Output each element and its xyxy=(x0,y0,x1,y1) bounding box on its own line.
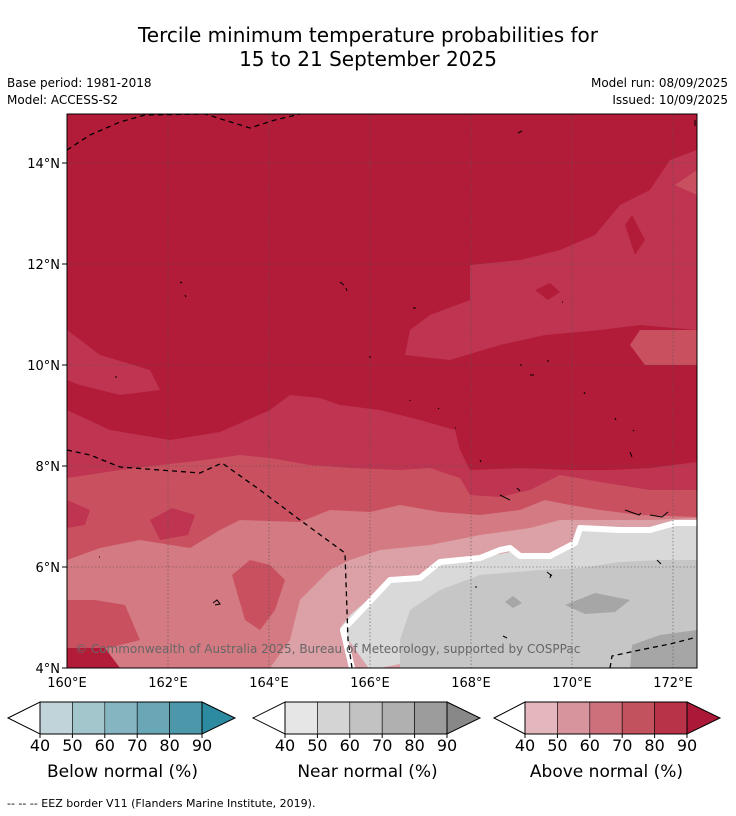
colorbar-segment xyxy=(39,701,73,735)
below-normal-caption: Below normal (%) xyxy=(47,762,198,782)
colorbar-tick-label: 80 xyxy=(159,736,179,755)
colorbar-extend-high xyxy=(686,701,722,735)
map-credit: © Commonwealth of Australia 2025, Bureau… xyxy=(75,642,580,656)
colorbar-tick-label: 60 xyxy=(95,736,115,755)
colorbar-tick-label: 50 xyxy=(62,736,82,755)
fill-above-90-corner xyxy=(67,648,120,668)
colorbar-outline xyxy=(284,701,448,735)
colorbar-segment xyxy=(621,701,655,735)
fill-near-60 xyxy=(400,560,697,668)
colorbar-segment xyxy=(557,701,591,735)
fill-above-80-west xyxy=(67,330,160,395)
lon-label: 164°E xyxy=(249,676,289,691)
fill-above-70-east xyxy=(675,170,697,195)
map-title-line1: Tercile minimum temperature probabilitie… xyxy=(137,23,599,47)
eez-footnote: -- -- -- EEZ border V11 (Flanders Marine… xyxy=(7,797,316,810)
colorbar-segment xyxy=(136,701,170,735)
fill-above-90-island xyxy=(625,215,645,255)
lat-axis-labels: 14°N 12°N 10°N 8°N 6°N 4°N xyxy=(27,157,60,677)
lon-axis-labels: 160°E 162°E 164°E 166°E 168°E 170°E 172°… xyxy=(47,676,693,691)
colorbar-tick-label: 40 xyxy=(275,736,295,755)
colorbar-segment xyxy=(654,701,688,735)
lon-label: 160°E xyxy=(47,676,87,691)
colorbar-tick-label: 50 xyxy=(547,736,567,755)
colorbar-extend-low xyxy=(492,701,526,735)
fill-above-70-center xyxy=(232,560,285,630)
lon-label: 162°E xyxy=(148,676,188,691)
lat-label: 4°N xyxy=(36,662,61,677)
colorbar-tick-label: 60 xyxy=(340,736,360,755)
colorbar-tick-label: 80 xyxy=(404,736,424,755)
colorbar-tick-label: 70 xyxy=(372,736,392,755)
near-normal-white-edge xyxy=(340,520,697,668)
colorbar-segment xyxy=(381,701,415,735)
lon-label: 168°E xyxy=(451,676,491,691)
colorbar-segment xyxy=(284,701,318,735)
fill-above-70-nw xyxy=(630,330,697,365)
colorbar-outline xyxy=(524,701,688,735)
colorbar-extend-low xyxy=(251,701,286,735)
colorbar-tick-label: 60 xyxy=(580,736,600,755)
colorbar-tick-label: 50 xyxy=(307,736,327,755)
fill-near-70-b xyxy=(630,630,697,668)
fill-above-80-east xyxy=(405,150,697,360)
lat-label: 12°N xyxy=(27,258,60,273)
fill-above-60-pocket xyxy=(150,572,232,610)
colorbar-segment xyxy=(349,701,383,735)
near-normal-caption: Near normal (%) xyxy=(297,762,438,782)
base-period: Base period: 1981-2018 xyxy=(7,76,152,90)
colorbar-extend-high xyxy=(201,701,237,735)
islands xyxy=(99,120,696,639)
fill-near-70-a xyxy=(565,593,630,614)
gridlines xyxy=(67,114,697,668)
colorbar-segment xyxy=(169,701,203,735)
fill-above-70-left xyxy=(67,600,140,650)
lat-label: 14°N xyxy=(27,157,60,172)
lon-label: 170°E xyxy=(552,676,592,691)
fill-above-80-blob xyxy=(150,508,195,540)
colorbar-tick-label: 40 xyxy=(30,736,50,755)
eez-border xyxy=(67,114,697,668)
colorbars: 40 50 60 70 80 90 40 50 60 70 80 90 40 50 60 70 80 90 xyxy=(6,701,722,755)
colorbar-tick-label: 70 xyxy=(612,736,632,755)
colorbar-segment xyxy=(414,701,448,735)
lat-label: 8°N xyxy=(36,460,61,475)
fill-above-90-island2 xyxy=(535,283,560,300)
model-name: Model: ACCESS-S2 xyxy=(7,93,119,107)
near-normal-colorbar: 40 50 60 70 80 90 xyxy=(251,701,482,755)
lat-ticks xyxy=(62,162,67,669)
map-area: © Commonwealth of Australia 2025, Bureau… xyxy=(67,114,697,668)
lat-label: 6°N xyxy=(36,561,61,576)
lon-label: 166°E xyxy=(350,676,390,691)
colorbar-extend-high xyxy=(446,701,482,735)
map-title-line2: 15 to 21 September 2025 xyxy=(239,47,497,71)
lat-label: 10°N xyxy=(27,359,60,374)
above-normal-caption: Above normal (%) xyxy=(529,762,684,782)
colorbar-segment xyxy=(317,701,351,735)
colorbar-tick-label: 40 xyxy=(515,736,535,755)
colorbar-segment xyxy=(524,701,558,735)
colorbar-outline xyxy=(39,701,203,735)
fill-above-90-bump xyxy=(205,392,237,413)
lon-label: 172°E xyxy=(653,676,693,691)
colorbar-tick-label: 90 xyxy=(437,736,457,755)
colorbar-tick-label: 70 xyxy=(127,736,147,755)
colorbar-tick-label: 90 xyxy=(677,736,697,755)
colorbar-segment xyxy=(72,701,106,735)
map-frame xyxy=(66,113,698,669)
fill-near-70-c xyxy=(505,596,522,608)
issued-date: Issued: 10/09/2025 xyxy=(612,93,728,107)
colorbar-segment xyxy=(104,701,138,735)
colorbar-tick-label: 90 xyxy=(192,736,212,755)
above-normal-colorbar: 40 50 60 70 80 90 xyxy=(492,701,722,755)
colorbar-tick-label: 80 xyxy=(644,736,664,755)
colorbar-segment xyxy=(589,701,623,735)
fill-above-80-patch xyxy=(67,500,90,528)
colorbar-extend-low xyxy=(6,701,41,735)
model-run: Model run: 08/09/2025 xyxy=(590,76,728,90)
below-normal-colorbar: 40 50 60 70 80 90 xyxy=(6,701,237,755)
